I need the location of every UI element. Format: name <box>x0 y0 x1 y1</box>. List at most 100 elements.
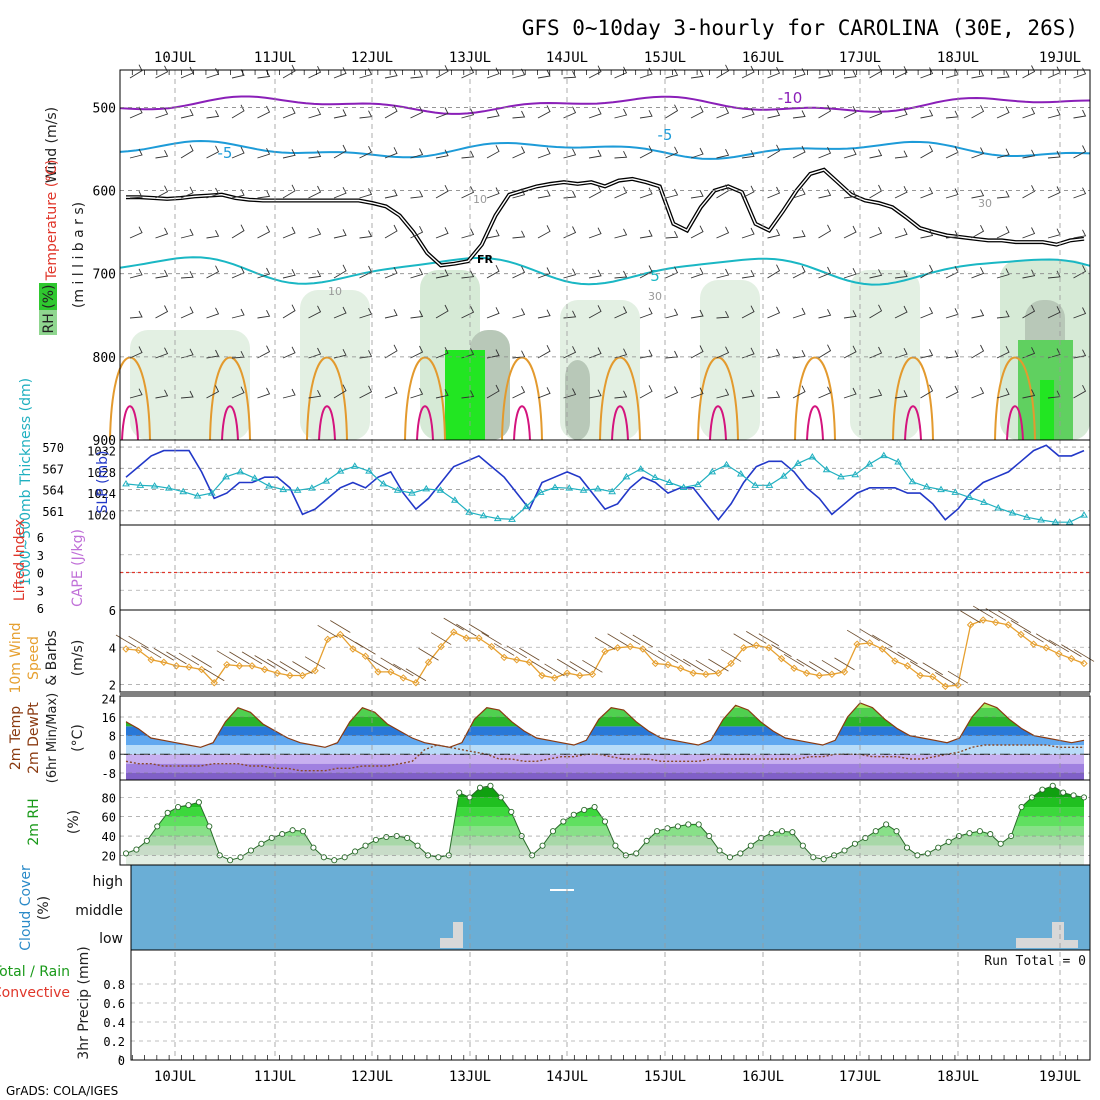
wind-barb <box>716 346 730 359</box>
wind10m-barb <box>1023 629 1044 643</box>
wind-barb <box>1073 145 1087 159</box>
lifted-index-tick-label: 6 <box>37 531 44 545</box>
contour-label-0: -10 <box>778 89 803 107</box>
wind-barb <box>231 69 245 79</box>
wind-barb <box>665 350 679 359</box>
wind-barb <box>792 265 806 279</box>
rh2m-point <box>456 789 463 796</box>
wind10m-barb <box>783 653 805 667</box>
wind-barb <box>257 190 271 199</box>
thickness-point <box>665 478 674 485</box>
wind-barb <box>155 227 169 239</box>
precip-tick-label: 0.2 <box>103 1035 125 1049</box>
temp-band-7 <box>126 707 1084 717</box>
wind-barb <box>461 390 475 399</box>
wind10m-barb <box>846 629 868 643</box>
wind10m-point <box>286 671 294 680</box>
thickness-point <box>994 504 1003 511</box>
thickness-point <box>765 481 774 488</box>
rh-shade-region-0 <box>130 330 250 440</box>
wind-barb <box>639 109 653 119</box>
wind10m-ylabel-1: 10m Wind <box>8 622 24 693</box>
wind-barb <box>792 145 806 159</box>
rh2m-point <box>247 847 255 854</box>
wind-barb <box>665 68 679 79</box>
wind-barb <box>690 267 704 279</box>
rh2m-point <box>185 802 192 809</box>
wind10m-point <box>387 668 395 676</box>
rh2m-point <box>258 840 265 847</box>
rh2m-point <box>341 854 348 861</box>
wind-barb <box>894 228 908 239</box>
thickness-point <box>736 470 745 477</box>
thickness-point <box>422 484 431 492</box>
rh2m-point <box>1060 789 1067 796</box>
wind-barb <box>818 104 832 119</box>
thickness-point <box>636 465 645 472</box>
contour-label-4: FR <box>477 253 494 266</box>
wind-barb <box>818 344 832 359</box>
wind-barb <box>971 344 985 359</box>
rh-shade-region-4 <box>700 280 760 440</box>
rh2m-point <box>404 834 411 842</box>
wind-barb <box>563 148 577 159</box>
rh2m-point <box>685 821 692 828</box>
wind-barb <box>461 186 475 199</box>
wind10m-barb <box>1061 644 1082 657</box>
temp-ylabel-3: (6hr Min/Max) <box>45 693 60 783</box>
wind10m-barb <box>254 655 275 668</box>
wind-barb <box>996 70 1010 79</box>
wind-barb <box>639 187 653 199</box>
wind-barb <box>486 187 500 199</box>
thickness-point <box>522 502 531 510</box>
thickness-point <box>1008 508 1017 516</box>
wind10m-point <box>588 670 597 679</box>
lifted-index-tick-label: 6 <box>37 602 44 616</box>
precip-tick-label: 0.6 <box>103 997 125 1011</box>
wind-barb <box>741 227 755 239</box>
wind-barb <box>843 190 857 199</box>
slp-ylabel-thickness: 1000~500mb Thickness (dm) <box>18 378 34 586</box>
thickness-point <box>322 477 331 484</box>
wind-barb <box>690 147 704 159</box>
wind10m-point <box>954 681 962 689</box>
rh2m-point <box>362 842 369 849</box>
wind-barb <box>665 146 679 159</box>
wind10m-barb <box>872 634 893 648</box>
rh2m-tick-label: 80 <box>102 791 116 805</box>
wind10m-barb <box>909 661 931 674</box>
rh2m-point <box>1039 786 1046 793</box>
thickness-point <box>651 473 659 481</box>
wind10m-point <box>550 674 559 682</box>
wind10m-barb <box>519 647 540 661</box>
rh-saturated-region-2 <box>1040 380 1054 440</box>
wind10m-point <box>538 671 546 680</box>
wind-barb <box>563 106 577 119</box>
date-label-top: 19JUL <box>1039 50 1081 66</box>
wind-barb <box>1073 229 1087 239</box>
wind-barb <box>257 387 271 399</box>
wind-barb <box>537 225 551 239</box>
wind-barb <box>1022 347 1036 359</box>
wind-barb <box>537 344 551 359</box>
wind10m-point <box>1080 659 1088 668</box>
wind-barb <box>435 269 449 279</box>
rh2m-point <box>1070 792 1077 799</box>
rh2m-point <box>851 840 858 847</box>
wind-barb <box>894 390 908 399</box>
wind-barb <box>639 265 653 279</box>
wind-barb <box>614 150 628 159</box>
rh2m-point <box>383 833 390 841</box>
cloud-low-bar-3 <box>1052 922 1064 948</box>
date-label-top: 12JUL <box>351 50 393 66</box>
rh2m-point <box>612 842 619 849</box>
wind-barb <box>843 148 857 159</box>
thickness-point <box>307 484 316 491</box>
wind10m-barb <box>481 632 502 645</box>
temp-band-6 <box>126 717 1084 727</box>
date-label-bottom: 12JUL <box>351 1069 393 1085</box>
wind-barb <box>818 146 832 159</box>
thickness-point <box>136 481 145 488</box>
wind-barb <box>639 229 653 239</box>
wind-barb <box>231 104 245 119</box>
